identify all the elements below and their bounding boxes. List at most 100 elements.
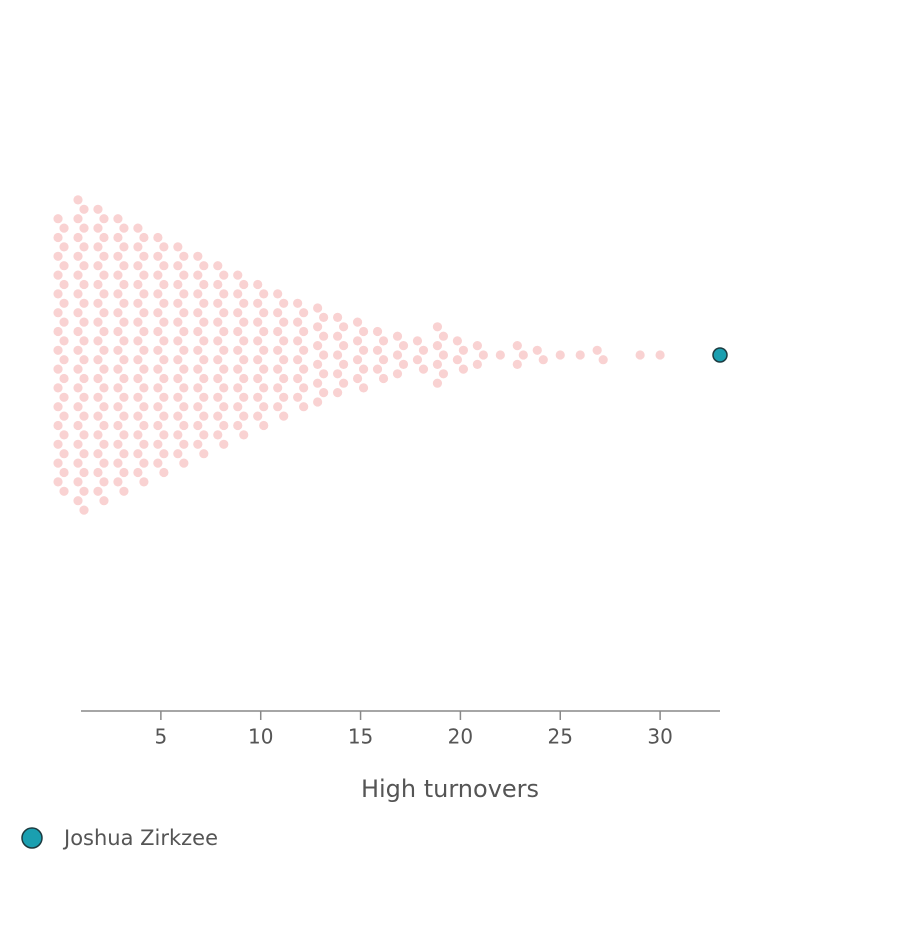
dot: [113, 402, 123, 412]
dot: [219, 383, 229, 393]
dot: [59, 279, 69, 290]
dot: [79, 298, 89, 308]
dot: [372, 364, 383, 374]
dot: [199, 279, 209, 290]
dot: [133, 223, 143, 233]
dot: [512, 341, 522, 351]
x-axis-title: High turnovers: [361, 775, 539, 803]
dot: [233, 308, 243, 318]
x-tick-label: 5: [155, 725, 168, 749]
dot: [319, 369, 329, 379]
dot: [512, 359, 522, 369]
dot: [113, 439, 123, 449]
dot: [293, 317, 303, 327]
dot: [79, 411, 89, 421]
dot: [173, 317, 183, 327]
dot: [592, 345, 602, 355]
dot: [93, 317, 103, 327]
dot: [119, 336, 129, 346]
dot: [159, 242, 169, 252]
dot: [398, 359, 409, 369]
dot: [79, 449, 89, 459]
dot: [133, 279, 143, 290]
dot: [133, 449, 143, 459]
dot: [352, 355, 363, 365]
dot: [53, 364, 63, 374]
dot: [179, 420, 189, 431]
dot: [239, 298, 249, 308]
dot: [133, 336, 143, 346]
dot: [153, 439, 163, 449]
dot: [432, 322, 443, 332]
dot: [73, 420, 83, 431]
dot: [59, 336, 69, 346]
dot: [113, 270, 123, 280]
dot: [73, 232, 83, 243]
dot: [93, 430, 103, 440]
dot: [159, 411, 169, 421]
dot: [59, 430, 69, 440]
dot: [213, 411, 223, 421]
dot: [219, 345, 229, 355]
dot: [239, 392, 249, 402]
dot: [313, 341, 323, 351]
dot: [173, 279, 183, 290]
dot: [598, 355, 608, 365]
dot: [53, 214, 63, 224]
dot: [113, 364, 123, 374]
dot: [273, 308, 283, 318]
dot: [59, 261, 69, 271]
dot: [412, 355, 423, 365]
dot: [73, 345, 83, 355]
dot: [119, 355, 129, 365]
dot: [313, 303, 323, 313]
dot: [93, 336, 103, 346]
dot: [319, 350, 329, 360]
dot: [199, 355, 209, 365]
dot: [193, 326, 203, 337]
dot: [319, 331, 329, 341]
dot: [259, 345, 269, 355]
dot: [73, 364, 83, 374]
dot: [213, 261, 223, 271]
dot: [259, 402, 269, 412]
dot: [93, 279, 103, 290]
x-tick-label: 10: [248, 725, 273, 749]
dot: [213, 336, 223, 346]
dot: [472, 359, 482, 369]
dot: [93, 411, 103, 421]
dot: [173, 261, 183, 271]
dot: [555, 350, 565, 360]
dot: [293, 373, 303, 384]
dot: [193, 402, 203, 412]
dot: [53, 270, 63, 280]
dot: [99, 420, 109, 431]
dot: [338, 341, 349, 351]
dot: [159, 279, 169, 290]
dot: [119, 317, 129, 327]
dot: [313, 397, 323, 407]
dot: [332, 312, 343, 322]
dot: [259, 308, 269, 318]
x-tick-label: 15: [348, 725, 373, 749]
dot: [139, 439, 149, 449]
dot: [139, 326, 149, 337]
dot: [352, 373, 363, 384]
dot: [338, 322, 349, 332]
dot: [113, 232, 123, 243]
dot: [213, 430, 223, 440]
dot: [99, 477, 109, 487]
dot: [253, 279, 263, 290]
highlight-dot: [712, 347, 728, 363]
dot: [113, 308, 123, 318]
dot: [153, 326, 163, 337]
dot: [233, 345, 243, 355]
dot: [139, 289, 149, 299]
dot: [173, 298, 183, 308]
dot: [153, 308, 163, 318]
dot: [119, 298, 129, 308]
dot: [173, 411, 183, 421]
dot: [59, 317, 69, 327]
dot: [119, 392, 129, 402]
